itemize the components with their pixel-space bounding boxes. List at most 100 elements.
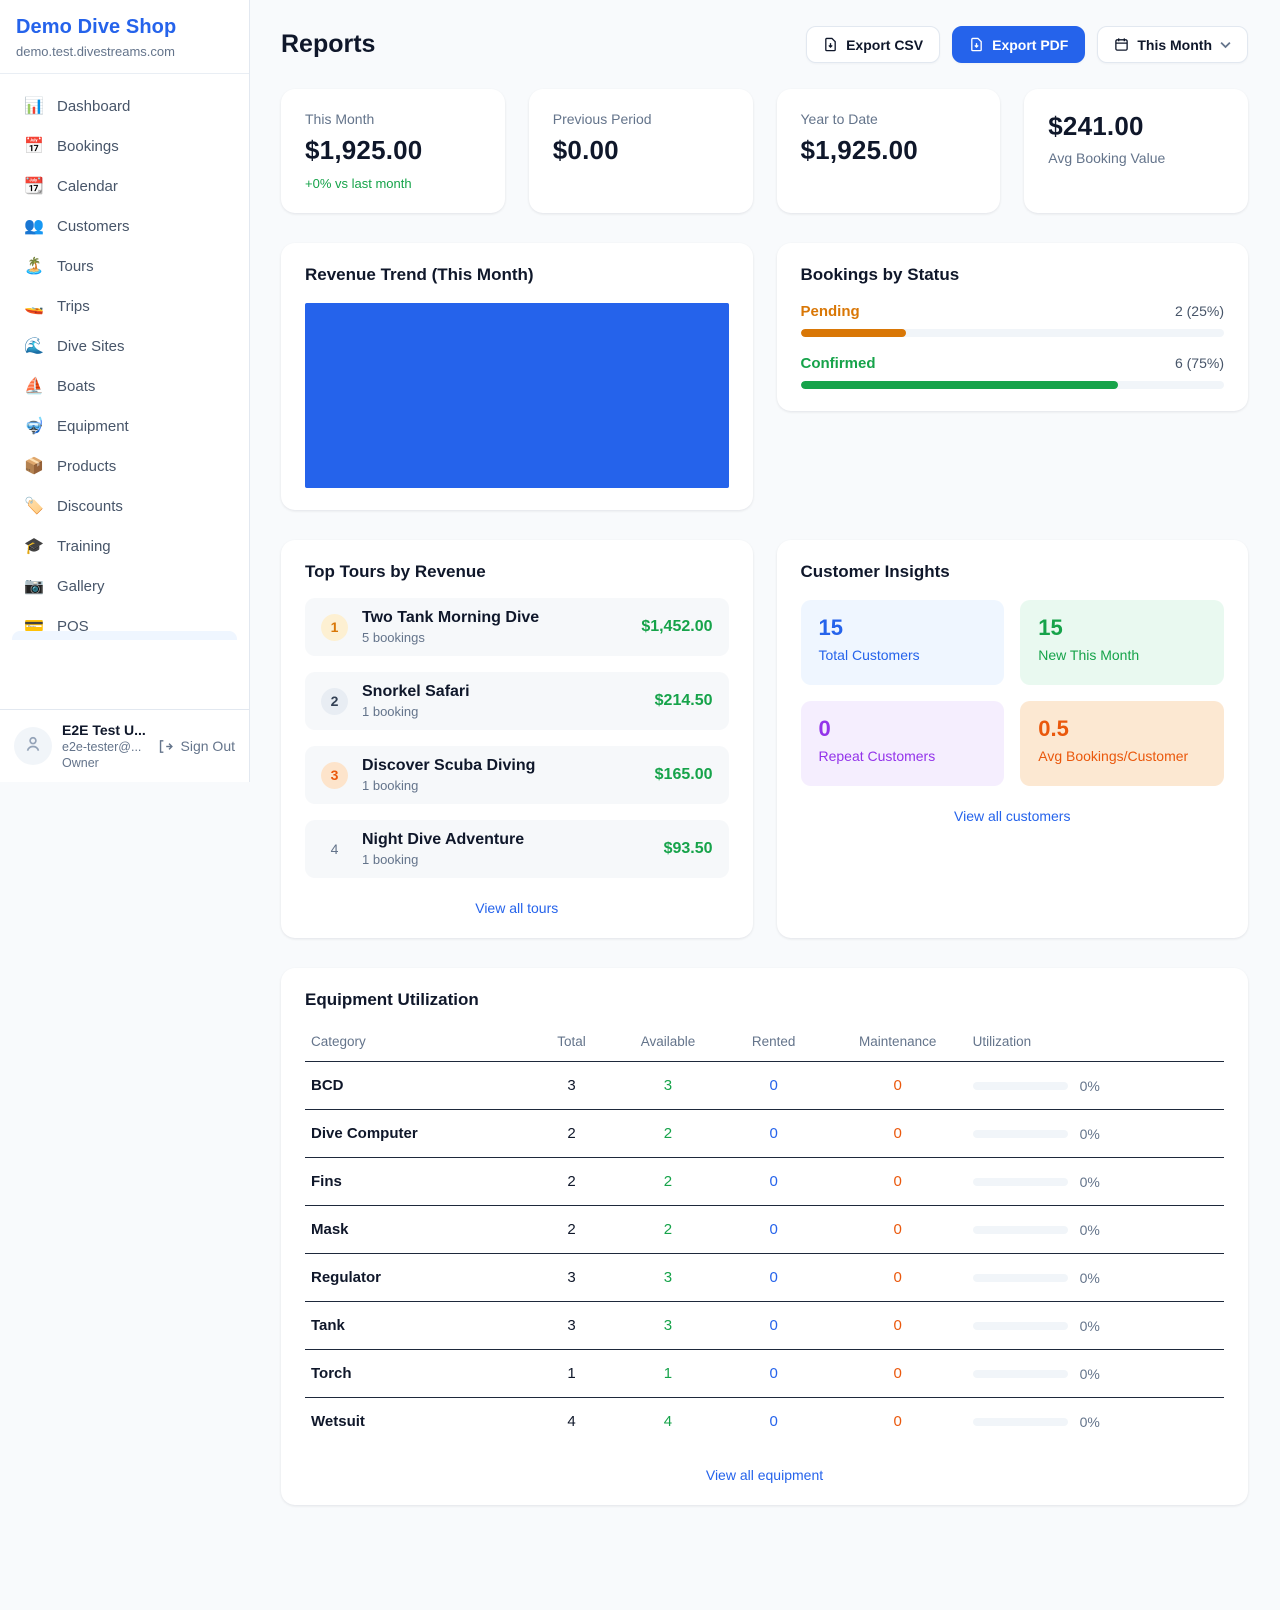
sidebar-item-bookings[interactable]: 📅 Bookings xyxy=(12,128,237,165)
rank-badge: 3 xyxy=(321,761,348,789)
tour-bookings: 1 booking xyxy=(362,704,419,719)
sidebar-item-gallery[interactable]: 📷 Gallery xyxy=(12,568,237,605)
utilization-percent: 0% xyxy=(1079,1125,1100,1142)
tour-row[interactable]: 3 Discover Scuba Diving 1 booking $165.00 xyxy=(305,746,729,804)
sidebar-item-reports-active[interactable] xyxy=(12,631,237,640)
brand-title[interactable]: Demo Dive Shop xyxy=(16,16,177,38)
sidebar-item-products[interactable]: 📦 Products xyxy=(12,448,237,485)
camera-icon: 📷 xyxy=(24,577,44,595)
stat-label: Year to Date xyxy=(800,111,878,127)
tour-bookings: 5 bookings xyxy=(362,630,425,645)
stat-delta: +0% vs last month xyxy=(305,176,412,191)
revenue-trend-bar xyxy=(305,303,729,488)
export-pdf-button[interactable]: Export PDF xyxy=(952,26,1086,63)
tour-name: Snorkel Safari xyxy=(362,683,470,700)
equipment-available: 2 xyxy=(617,1109,719,1158)
status-progress-fill xyxy=(800,329,907,337)
export-csv-label: Export CSV xyxy=(846,36,924,53)
sidebar-item-boats[interactable]: ⛵ Boats xyxy=(12,368,237,405)
avatar xyxy=(14,727,52,765)
sidebar-item-label: POS xyxy=(57,618,89,635)
island-icon: 🏝️ xyxy=(24,257,44,275)
bookings-by-status-card: Bookings by Status Pending 2 (25%) Confirm… xyxy=(776,243,1248,411)
revenue-trend-chart xyxy=(305,303,729,488)
equipment-category: Regulator xyxy=(305,1253,526,1302)
status-label: Confirmed xyxy=(800,355,876,372)
tear-off-calendar-icon: 📆 xyxy=(24,177,44,195)
status-label: Pending xyxy=(800,303,860,320)
tour-revenue: $93.50 xyxy=(663,840,713,857)
insight-label: Repeat Customers xyxy=(818,748,936,764)
revenue-trend-card: Revenue Trend (This Month) xyxy=(281,243,753,510)
sidebar-item-discounts[interactable]: 🏷️ Discounts xyxy=(12,488,237,525)
sidebar-item-label: Calendar xyxy=(57,178,118,195)
sidebar-item-pos[interactable]: 💳 POS xyxy=(12,608,237,645)
view-all-equipment-link[interactable]: View all equipment xyxy=(705,1467,824,1483)
view-all-tours-link[interactable]: View all tours xyxy=(475,900,559,916)
sidebar-item-training[interactable]: 🎓 Training xyxy=(12,528,237,565)
insight-tile-avg-bookings-customer: 0.5 Avg Bookings/Customer xyxy=(1020,701,1224,786)
card-title: Bookings by Status xyxy=(800,265,960,284)
export-csv-button[interactable]: Export CSV xyxy=(806,26,941,63)
equipment-category: Mask xyxy=(305,1205,526,1254)
equipment-row: Fins 2 2 0 0 0% xyxy=(305,1157,1224,1206)
sidebar-item-label: Products xyxy=(57,458,117,475)
sidebar: Demo Dive Shop demo.test.divestreams.com… xyxy=(0,0,250,782)
sidebar-item-dashboard[interactable]: 📊 Dashboard xyxy=(12,88,237,125)
sidebar-item-label: Training xyxy=(57,538,111,555)
equipment-rented: 0 xyxy=(718,1109,829,1158)
sidebar-item-tours[interactable]: 🏝️ Tours xyxy=(12,248,237,285)
equipment-available: 2 xyxy=(617,1157,719,1206)
utilization-percent: 0% xyxy=(1079,1269,1100,1286)
page-title: Reports xyxy=(281,30,376,58)
period-dropdown[interactable]: This Month xyxy=(1097,26,1248,63)
equipment-maintenance: 0 xyxy=(828,1301,967,1350)
stat-value: $1,925.00 xyxy=(305,135,423,165)
equipment-rented: 0 xyxy=(718,1301,829,1350)
equipment-total: 2 xyxy=(525,1205,618,1254)
rank-badge: 1 xyxy=(321,613,348,641)
status-progress-track xyxy=(800,381,1224,389)
equipment-category: Wetsuit xyxy=(311,1413,365,1430)
equipment-table-header: Category Total Available Rented Maintena… xyxy=(305,1026,1224,1062)
sign-out-label: Sign Out xyxy=(180,738,235,754)
sidebar-item-label: Discounts xyxy=(57,498,123,515)
equipment-row: Wetsuit 4 4 0 0 0% xyxy=(305,1398,1224,1446)
tour-row[interactable]: 4 Night Dive Adventure 1 booking $93.50 xyxy=(305,820,729,878)
insight-label: New This Month xyxy=(1038,647,1140,663)
stat-value: $0.00 xyxy=(552,135,619,165)
utilization-percent: 0% xyxy=(1079,1317,1100,1334)
insight-tile-repeat-customers: 0 Repeat Customers xyxy=(800,701,1005,786)
tour-row[interactable]: 2 Snorkel Safari 1 booking $214.50 xyxy=(305,672,729,730)
view-all-customers-link[interactable]: View all customers xyxy=(954,808,1071,824)
utilization-progress-track xyxy=(972,1417,1068,1426)
sidebar-item-dive-sites[interactable]: 🌊 Dive Sites xyxy=(12,328,237,365)
export-pdf-label: Export PDF xyxy=(992,36,1069,53)
column-header-total: Total xyxy=(525,1026,618,1062)
utilization-progress-track xyxy=(972,1129,1068,1138)
sign-out-button[interactable]: Sign Out xyxy=(157,738,235,755)
equipment-utilization-card: Equipment Utilization Category Total Ava… xyxy=(281,968,1248,1505)
utilization-percent: 0% xyxy=(1079,1173,1100,1190)
user-icon xyxy=(23,734,43,759)
tour-name: Discover Scuba Diving xyxy=(362,757,536,774)
chevron-down-icon xyxy=(1220,41,1231,49)
tour-name: Two Tank Morning Dive xyxy=(362,609,540,626)
sidebar-item-label: Bookings xyxy=(57,138,119,155)
equipment-maintenance: 0 xyxy=(828,1349,967,1398)
sailboat-icon: ⛵ xyxy=(24,377,44,395)
tour-list: 1 Two Tank Morning Dive 5 bookings $1,452.0… xyxy=(305,598,729,878)
equipment-row: Torch 1 1 0 0 0% xyxy=(305,1349,1224,1398)
sidebar-item-calendar[interactable]: 📆 Calendar xyxy=(12,168,237,205)
rank-badge: 2 xyxy=(321,687,348,715)
equipment-available: 3 xyxy=(617,1301,719,1350)
tour-bookings: 1 booking xyxy=(362,778,419,793)
equipment-available: 3 xyxy=(617,1253,719,1302)
tour-revenue: $165.00 xyxy=(654,766,713,783)
sidebar-item-trips[interactable]: 🚤 Trips xyxy=(12,288,237,325)
stat-label: Previous Period xyxy=(552,111,652,127)
sidebar-item-customers[interactable]: 👥 Customers xyxy=(12,208,237,245)
sidebar-item-equipment[interactable]: 🤿 Equipment xyxy=(12,408,237,445)
equipment-category: Dive Computer xyxy=(305,1109,526,1158)
tour-row[interactable]: 1 Two Tank Morning Dive 5 bookings $1,452.0… xyxy=(305,598,729,656)
